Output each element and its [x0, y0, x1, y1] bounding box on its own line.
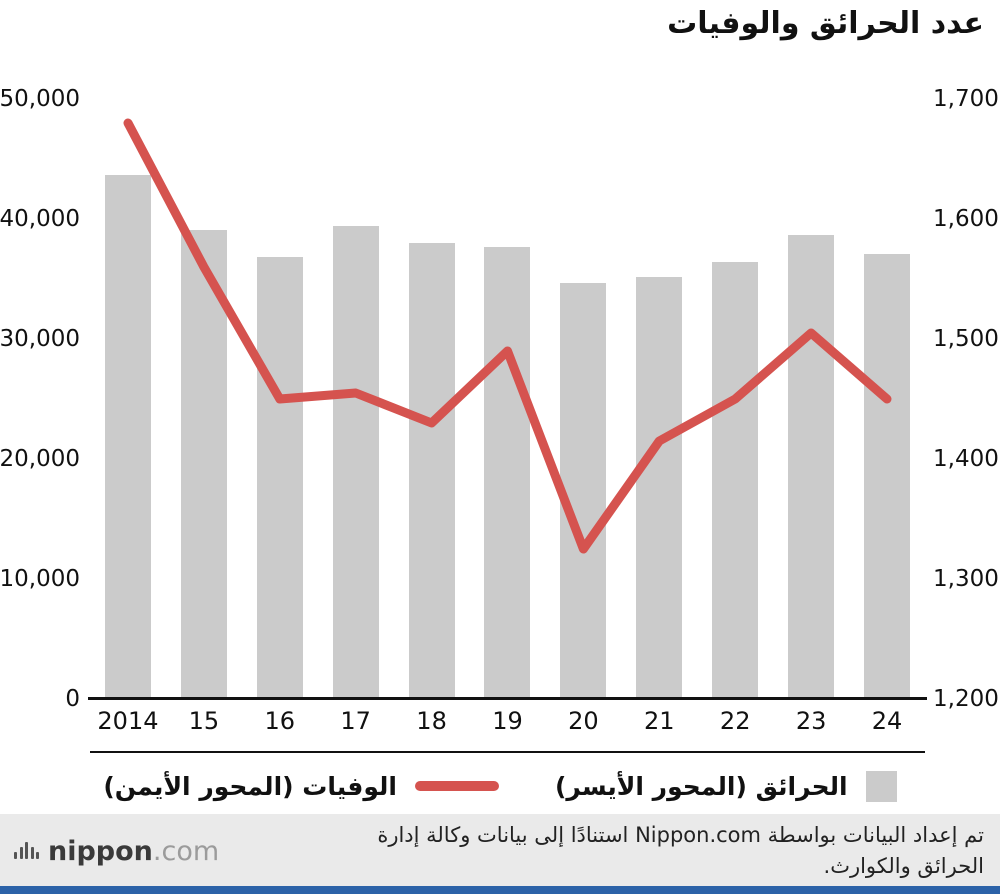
brand-text-light: .com — [152, 836, 220, 867]
bar-column — [773, 99, 849, 699]
bar — [408, 243, 455, 699]
y-tick-label: 1,300 — [933, 566, 999, 592]
bar-series-fires — [90, 99, 925, 699]
bar-column — [849, 99, 925, 699]
right-axis-labels: 1,200 1,300 1,400 1,500 1,600 1,700 — [933, 86, 1000, 712]
legend-label-fires: الحرائق (المحور الأيسر) — [554, 771, 848, 801]
source-line-1: تم إعداد البيانات بواسطة Nippon.com استن… — [377, 823, 984, 847]
y-tick-label: 30,000 — [0, 326, 80, 352]
bar-column — [166, 99, 242, 699]
deaths-line — [123, 118, 892, 554]
bar-column — [697, 99, 773, 699]
legend-item-deaths: الوفيات (المحور الأيمن) — [103, 772, 499, 801]
bar — [180, 229, 227, 699]
footer-band — [0, 814, 1000, 886]
bar — [256, 257, 303, 699]
x-tick-label: 22 — [719, 707, 751, 735]
bar — [712, 262, 759, 699]
y-tick-label: 0 — [65, 686, 80, 712]
brand-text-bold: nippon — [48, 836, 153, 867]
bar — [788, 234, 835, 699]
line-swatch-icon — [414, 781, 499, 791]
x-tick-label: 23 — [795, 707, 827, 735]
bar — [864, 253, 911, 699]
line-series-deaths — [123, 118, 892, 554]
x-tick-label: 15 — [188, 707, 220, 735]
bar-column — [394, 99, 470, 699]
x-tick-label: 24 — [871, 707, 903, 735]
plot-area — [90, 99, 925, 699]
nippon-logo: nippon.com — [14, 838, 219, 865]
bar — [104, 174, 151, 699]
source-note: تم إعداد البيانات بواسطة Nippon.com استن… — [377, 820, 984, 882]
legend-item-fires: الحرائق (المحور الأيسر) — [554, 770, 897, 802]
y-tick-label: 40,000 — [0, 206, 80, 232]
legend-label-deaths: الوفيات (المحور الأيمن) — [103, 771, 397, 801]
bar — [332, 226, 379, 699]
bar — [560, 282, 607, 699]
x-tick-label: 17 — [340, 707, 371, 735]
chart-title: عدد الحرائق والوفيات — [667, 6, 984, 41]
bar — [484, 246, 531, 699]
axis-divider-line — [90, 751, 925, 753]
y-tick-label: 1,200 — [933, 686, 999, 712]
legend: الوفيات (المحور الأيمن) الحرائق (المحور … — [0, 768, 1000, 804]
waveform-bars-logo-icon — [14, 842, 39, 865]
x-axis-line — [88, 697, 927, 700]
y-tick-label: 1,400 — [933, 446, 999, 472]
bar-column — [470, 99, 546, 699]
y-tick-label: 50,000 — [0, 86, 80, 112]
bar-column — [318, 99, 394, 699]
bar-column — [242, 99, 318, 699]
bar — [636, 276, 683, 699]
y-tick-label: 1,500 — [933, 326, 999, 352]
x-tick-label: 19 — [492, 707, 523, 735]
y-tick-label: 10,000 — [0, 566, 80, 592]
x-tick-label: 2014 — [97, 707, 159, 735]
source-line-2: الحرائق والكوارث. — [823, 854, 984, 878]
bottom-accent-bar — [0, 886, 1000, 894]
x-tick-label: 21 — [644, 707, 675, 735]
y-tick-label: 1,600 — [933, 206, 999, 232]
y-tick-label: 1,700 — [933, 86, 999, 112]
y-tick-label: 20,000 — [0, 446, 80, 472]
left-axis-labels: 0 10,000 20,000 30,000 40,000 50,000 — [0, 86, 80, 712]
bar-column — [90, 99, 166, 699]
x-tick-label: 20 — [568, 707, 599, 735]
x-tick-label: 16 — [264, 707, 296, 735]
x-axis-labels: 2014 15 16 17 18 19 20 21 22 23 24 — [90, 707, 925, 735]
bar-swatch-icon — [865, 770, 897, 802]
bar-column — [621, 99, 697, 699]
bar-column — [545, 99, 621, 699]
x-tick-label: 18 — [416, 707, 447, 735]
